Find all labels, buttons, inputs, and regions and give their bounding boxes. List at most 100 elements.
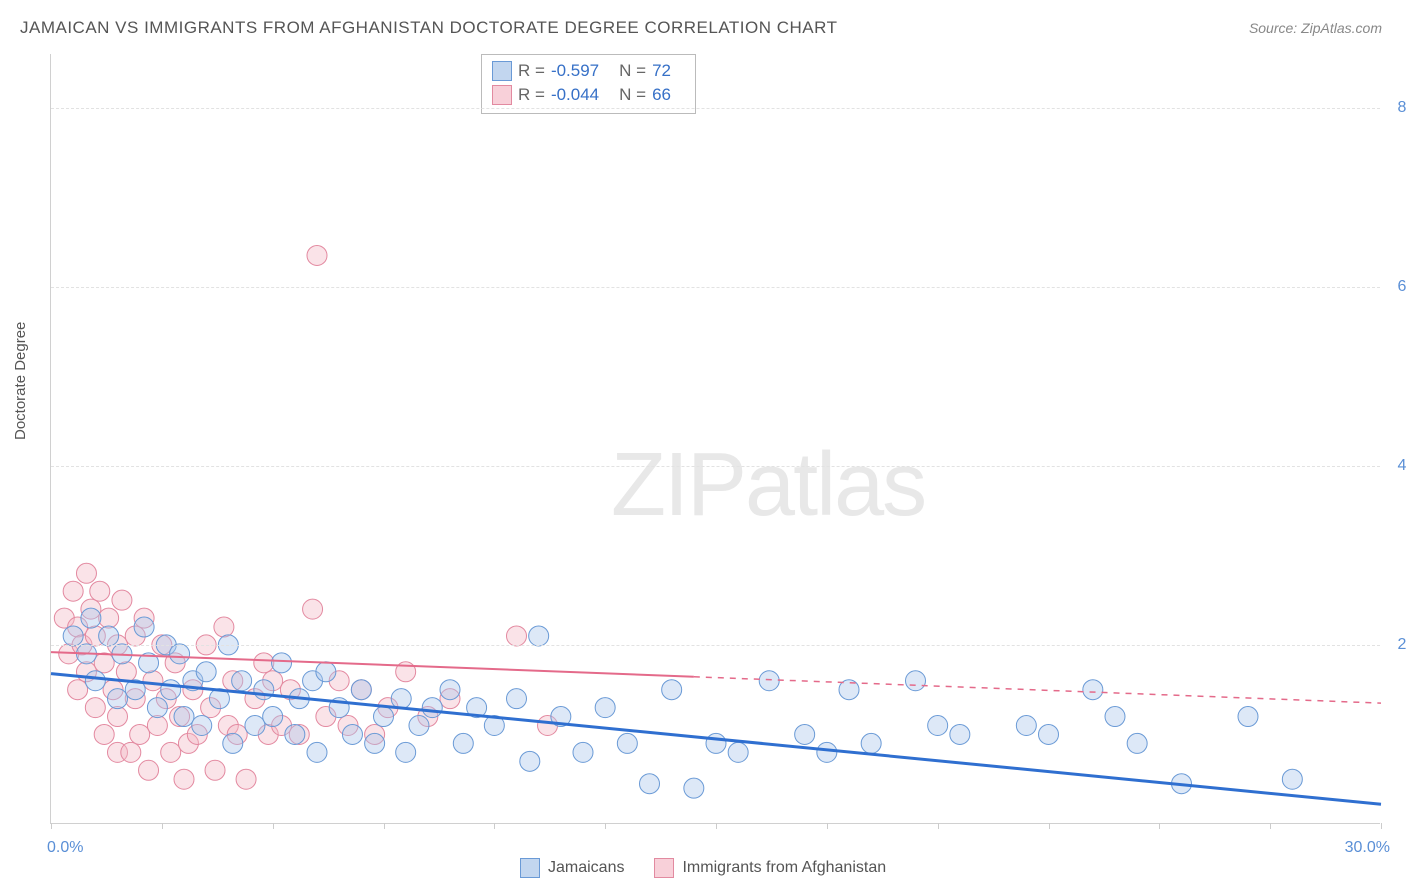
data-point: [263, 707, 283, 727]
data-point: [1039, 724, 1059, 744]
data-point: [81, 608, 101, 628]
data-point: [147, 716, 167, 736]
data-point: [529, 626, 549, 646]
x-tick-mark: [1049, 823, 1050, 829]
trend-line: [694, 677, 1381, 703]
legend-label-series2: Immigrants from Afghanistan: [682, 859, 886, 877]
data-point: [342, 724, 362, 744]
data-point: [759, 671, 779, 691]
data-point: [422, 698, 442, 718]
data-point: [108, 707, 128, 727]
data-point: [174, 769, 194, 789]
data-point: [205, 760, 225, 780]
data-point: [99, 608, 119, 628]
x-tick-mark: [716, 823, 717, 829]
x-tick-mark: [1381, 823, 1382, 829]
data-point: [453, 733, 473, 753]
data-point: [245, 716, 265, 736]
legend-item-series1: Jamaicans: [520, 858, 624, 878]
data-point: [307, 245, 327, 265]
data-point: [63, 581, 83, 601]
data-point: [99, 626, 119, 646]
x-tick-mark: [1270, 823, 1271, 829]
data-point: [85, 698, 105, 718]
data-point: [817, 742, 837, 762]
gridline: [51, 108, 1380, 109]
x-tick-mark: [827, 823, 828, 829]
data-point: [254, 680, 274, 700]
x-tick-mark: [273, 823, 274, 829]
data-point: [1083, 680, 1103, 700]
data-point: [684, 778, 704, 798]
data-point: [76, 563, 96, 583]
data-point: [214, 617, 234, 637]
x-tick-mark: [51, 823, 52, 829]
data-point: [161, 680, 181, 700]
data-point: [617, 733, 637, 753]
data-point: [950, 724, 970, 744]
y-axis-label: Doctorate Degree: [12, 322, 29, 440]
data-point: [94, 653, 114, 673]
data-point: [507, 626, 527, 646]
data-point: [196, 662, 216, 682]
legend-item-series2: Immigrants from Afghanistan: [654, 858, 886, 878]
plot-area: ZIPatlas R = -0.597 N = 72 R = -0.044 N …: [50, 54, 1380, 824]
data-point: [520, 751, 540, 771]
data-point: [640, 774, 660, 794]
data-point: [1238, 707, 1258, 727]
source-attribution: Source: ZipAtlas.com: [1249, 20, 1382, 36]
data-point: [134, 617, 154, 637]
data-point: [236, 769, 256, 789]
data-point: [391, 689, 411, 709]
data-point: [112, 590, 132, 610]
y-tick-label: 2.0%: [1398, 636, 1406, 654]
data-point: [232, 671, 252, 691]
data-point: [139, 760, 159, 780]
data-point: [85, 671, 105, 691]
chart-title: JAMAICAN VS IMMIGRANTS FROM AFGHANISTAN …: [20, 18, 838, 38]
data-point: [573, 742, 593, 762]
data-point: [928, 716, 948, 736]
data-point: [94, 724, 114, 744]
data-point: [192, 716, 212, 736]
swatch-pink-icon: [654, 858, 674, 878]
x-axis-min-label: 0.0%: [47, 839, 83, 857]
data-point: [1282, 769, 1302, 789]
data-point: [223, 733, 243, 753]
data-point: [254, 653, 274, 673]
x-tick-mark: [162, 823, 163, 829]
data-point: [143, 671, 163, 691]
y-tick-label: 8.0%: [1398, 99, 1406, 117]
data-point: [121, 742, 141, 762]
data-point: [662, 680, 682, 700]
x-tick-mark: [494, 823, 495, 829]
data-point: [795, 724, 815, 744]
data-point: [272, 653, 292, 673]
data-point: [706, 733, 726, 753]
data-point: [365, 733, 385, 753]
chart-svg: [51, 54, 1380, 823]
data-point: [396, 742, 416, 762]
data-point: [161, 742, 181, 762]
y-tick-label: 4.0%: [1398, 457, 1406, 475]
data-point: [63, 626, 83, 646]
x-tick-mark: [605, 823, 606, 829]
data-point: [374, 707, 394, 727]
data-point: [409, 716, 429, 736]
data-point: [307, 742, 327, 762]
bottom-legend: Jamaicans Immigrants from Afghanistan: [520, 858, 886, 878]
data-point: [108, 689, 128, 709]
data-point: [303, 599, 323, 619]
legend-label-series1: Jamaicans: [548, 859, 624, 877]
x-tick-mark: [938, 823, 939, 829]
data-point: [170, 644, 190, 664]
data-point: [1127, 733, 1147, 753]
data-point: [68, 680, 88, 700]
gridline: [51, 645, 1380, 646]
data-point: [906, 671, 926, 691]
data-point: [90, 581, 110, 601]
x-tick-mark: [384, 823, 385, 829]
data-point: [285, 724, 305, 744]
data-point: [130, 724, 150, 744]
data-point: [1105, 707, 1125, 727]
